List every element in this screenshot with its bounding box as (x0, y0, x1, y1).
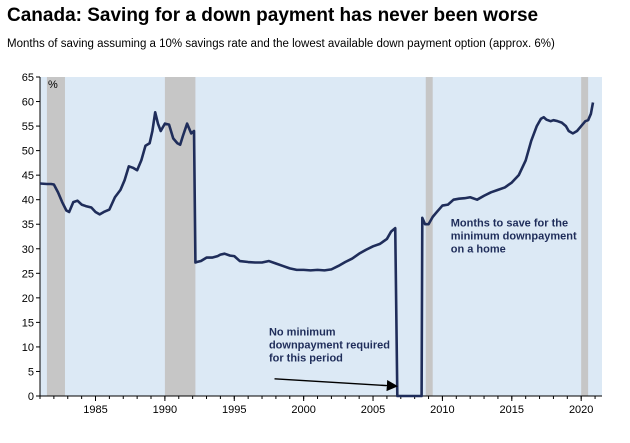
recession-band (46, 77, 65, 396)
annotation-line: for this period (269, 353, 343, 365)
y-tick-label: 50 (22, 146, 34, 158)
y-tick-label: 5 (28, 366, 34, 378)
y-axis-ticks: 0 5 10 15 20 25 30 35 40 45 50 55 60 65 (22, 72, 40, 403)
annotation-text: Months to save for the minimum downpaymen… (451, 218, 577, 256)
y-tick-label: 20 (22, 293, 34, 305)
annotation-line: No minimum (269, 327, 336, 339)
y-tick-label: 35 (22, 219, 34, 231)
chart-subtitle: Months of saving assuming a 10% savings … (7, 38, 555, 50)
y-tick-label: 25 (22, 268, 34, 280)
plot-area (40, 77, 602, 396)
y-tick-label: 55 (22, 121, 34, 133)
x-axis-ticks: 1985 1990 1995 2000 2005 2010 2015 2020 (39, 396, 596, 416)
y-tick-label: 45 (22, 170, 34, 182)
y-tick-label: 10 (22, 342, 34, 354)
y-tick-label: 60 (22, 97, 34, 109)
chart-title: Canada: Saving for a down payment has ne… (7, 5, 539, 26)
annotation-text: No minimum downpayment required for this p… (269, 327, 390, 365)
annotation-line: on a home (451, 244, 506, 256)
x-tick-label: 2000 (291, 404, 315, 416)
x-tick-label: 1985 (83, 404, 107, 416)
x-tick-label: 2005 (361, 404, 385, 416)
axes (39, 77, 602, 397)
y-tick-label: 15 (22, 317, 34, 329)
y-axis-unit-label: % (48, 79, 58, 91)
y-tick-label: 30 (22, 244, 34, 256)
annotation-line: Months to save for the (451, 218, 568, 230)
x-tick-label: 2020 (569, 404, 593, 416)
y-tick-label: 0 (28, 391, 34, 403)
annotation-line: downpayment required (269, 340, 390, 352)
series-lines (39, 102, 595, 398)
x-tick-label: 2010 (430, 404, 454, 416)
annotation-arrow (274, 378, 399, 392)
annotation-line: minimum downpayment (451, 231, 577, 243)
recession-band (581, 77, 589, 396)
annotations: Months to save for the minimum downpaymen… (269, 218, 577, 392)
y-tick-label: 65 (22, 72, 34, 84)
series-line (39, 102, 595, 398)
x-tick-label: 1995 (222, 404, 246, 416)
y-tick-label: 40 (22, 195, 34, 207)
x-tick-label: 2015 (500, 404, 524, 416)
x-tick-label: 1990 (153, 404, 177, 416)
recession-band (425, 77, 433, 396)
